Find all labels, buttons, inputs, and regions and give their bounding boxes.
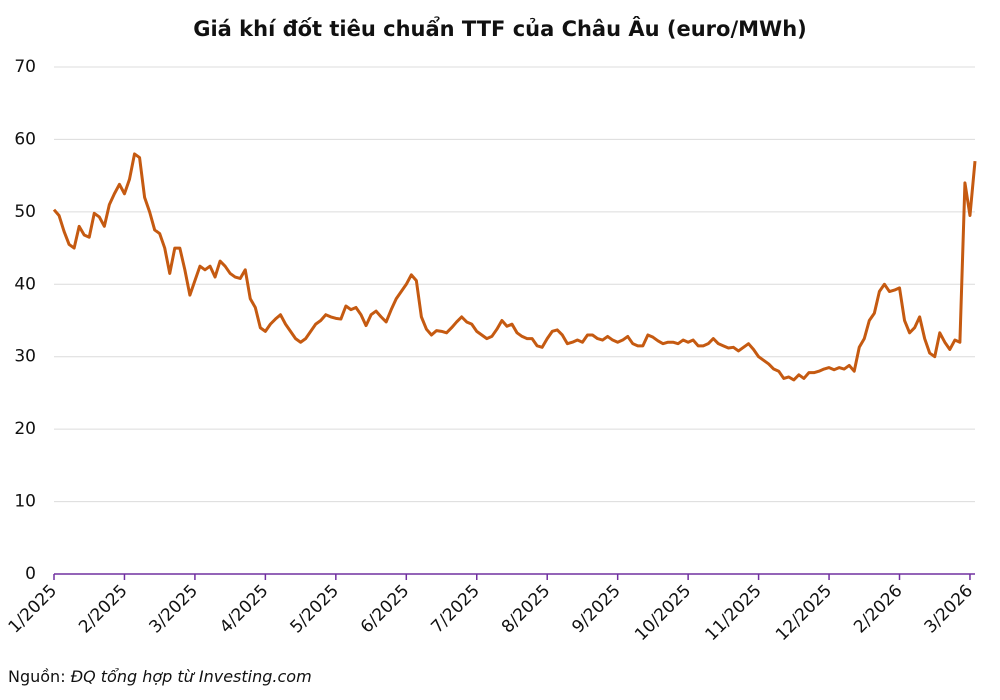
x-tick-label: 3/2026 bbox=[921, 581, 977, 637]
y-tick-label: 40 bbox=[14, 274, 36, 294]
x-tick-label: 1/2025 bbox=[5, 581, 61, 637]
y-tick-label: 30 bbox=[14, 347, 36, 367]
x-tick-label: 9/2025 bbox=[568, 581, 624, 637]
x-tick-label: 7/2025 bbox=[427, 581, 483, 637]
x-tick-label: 4/2025 bbox=[216, 581, 272, 637]
data-line bbox=[52, 152, 977, 382]
x-tick-label: 5/2025 bbox=[286, 581, 342, 637]
x-tick-label: 11/2025 bbox=[702, 581, 766, 645]
y-tick-label: 0 bbox=[25, 564, 36, 584]
x-tick-label: 2/2025 bbox=[75, 581, 131, 637]
y-tick-label: 70 bbox=[14, 57, 36, 77]
source: Nguồn: ĐQ tổng hợp từ Investing.com bbox=[8, 667, 312, 686]
x-tick-label: 2/2026 bbox=[850, 581, 906, 637]
x-tick-label: 3/2025 bbox=[146, 581, 202, 637]
source-label: Nguồn: bbox=[8, 667, 66, 686]
x-tick-label: 12/2025 bbox=[772, 581, 836, 645]
y-tick-label: 20 bbox=[14, 419, 36, 439]
x-tick-label: 8/2025 bbox=[498, 581, 554, 637]
y-tick-label: 60 bbox=[14, 129, 36, 149]
y-tick-label: 10 bbox=[14, 492, 36, 512]
chart-title: Giá khí đốt tiêu chuẩn TTF của Châu Âu (… bbox=[193, 16, 807, 41]
y-tick-label: 50 bbox=[14, 202, 36, 222]
x-tick-label: 10/2025 bbox=[631, 581, 695, 645]
x-tick-label: 6/2025 bbox=[357, 581, 413, 637]
source-text: ĐQ tổng hợp từ Investing.com bbox=[71, 667, 312, 686]
